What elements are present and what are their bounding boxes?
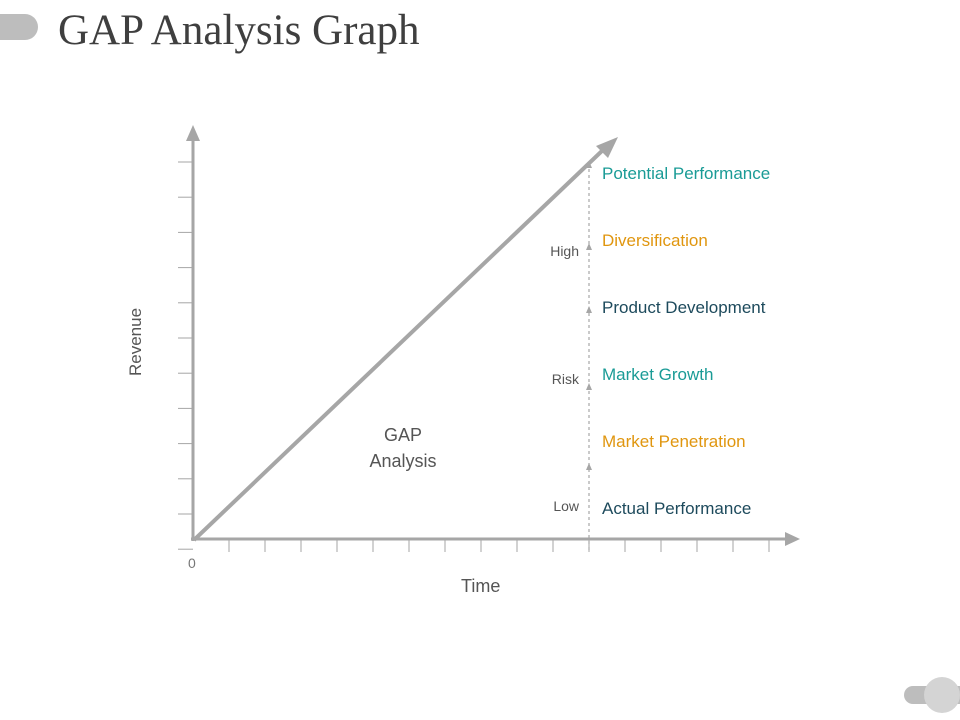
gap-label-line2: Analysis bbox=[369, 451, 437, 471]
stage-market-growth: Market Growth bbox=[602, 365, 714, 384]
stage-market-penetration: Market Penetration bbox=[602, 432, 746, 451]
step-arrowhead bbox=[586, 243, 592, 250]
step-arrowhead bbox=[586, 161, 592, 168]
stage-potential-performance: Potential Performance bbox=[602, 164, 771, 183]
x-axis-arrowhead bbox=[785, 532, 800, 546]
y-axis-label: Revenue bbox=[126, 307, 145, 377]
x-axis-label: Time bbox=[461, 576, 501, 596]
stage-diversification: Diversification bbox=[602, 231, 708, 250]
step-arrowhead bbox=[586, 463, 592, 470]
slide-navigation-control[interactable] bbox=[904, 677, 960, 713]
risk-high-label: High bbox=[550, 243, 579, 259]
gap-label-line1: GAP bbox=[383, 425, 422, 445]
risk-low-label: Low bbox=[553, 498, 579, 514]
title-accent-tab bbox=[0, 14, 38, 40]
growth-arrowhead bbox=[596, 137, 618, 158]
gap-analysis-label: GAP Analysis bbox=[369, 422, 436, 474]
stage-product-development: Product Development bbox=[602, 298, 766, 317]
gap-step-arrows bbox=[586, 161, 592, 470]
growth-arrow bbox=[192, 147, 606, 542]
risk-mid-label: Risk bbox=[551, 371, 579, 387]
stage-actual-performance: Actual Performance bbox=[602, 499, 752, 518]
origin-label: 0 bbox=[188, 555, 196, 571]
step-arrowhead bbox=[586, 306, 592, 313]
step-arrowhead bbox=[586, 383, 592, 390]
page-title: GAP Analysis Graph bbox=[58, 7, 420, 54]
y-axis-ticks bbox=[178, 161, 193, 550]
y-axis-arrowhead bbox=[186, 125, 200, 141]
x-axis-ticks bbox=[228, 539, 770, 552]
slide-navigation-knob[interactable] bbox=[924, 677, 960, 713]
